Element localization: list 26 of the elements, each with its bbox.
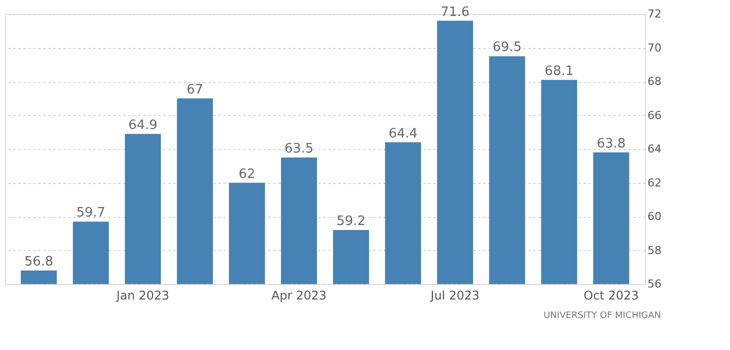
data-label: 71.6: [440, 4, 470, 20]
data-label: 68.1: [544, 64, 574, 79]
data-label: 59.7: [76, 206, 106, 221]
y-tick-label: 68: [648, 75, 662, 88]
y-tick-label: 64: [648, 142, 662, 156]
y-tick-label: 56: [648, 278, 662, 290]
data-label: 63.8: [596, 136, 626, 152]
text: UNIVERSITY OF MICHIGAN: [544, 311, 661, 321]
data-label: 64.9: [128, 118, 158, 133]
data-label: 64.4: [388, 126, 418, 142]
x-tick-label: Jul 2023: [430, 288, 480, 302]
data-label: 59.2: [336, 214, 366, 229]
y-tick-label: 66: [648, 108, 662, 122]
data-label: 69.5: [492, 40, 522, 56]
y-tick-label: 62: [648, 176, 662, 190]
x-tick-label: Oct 2023: [584, 288, 639, 302]
data-label: 56.8: [24, 254, 54, 270]
data-label: 63.5: [284, 141, 314, 156]
y-tick-label: 70: [648, 41, 662, 54]
data-label: 62: [238, 166, 256, 182]
y-tick-label: 72: [648, 8, 662, 20]
y-tick-label: 58: [648, 244, 662, 257]
y-tick-label: 60: [648, 210, 662, 223]
x-tick-label: Jan 2023: [115, 288, 170, 302]
data-label: 67: [186, 82, 204, 98]
x-tick-label: Apr 2023: [271, 288, 327, 302]
